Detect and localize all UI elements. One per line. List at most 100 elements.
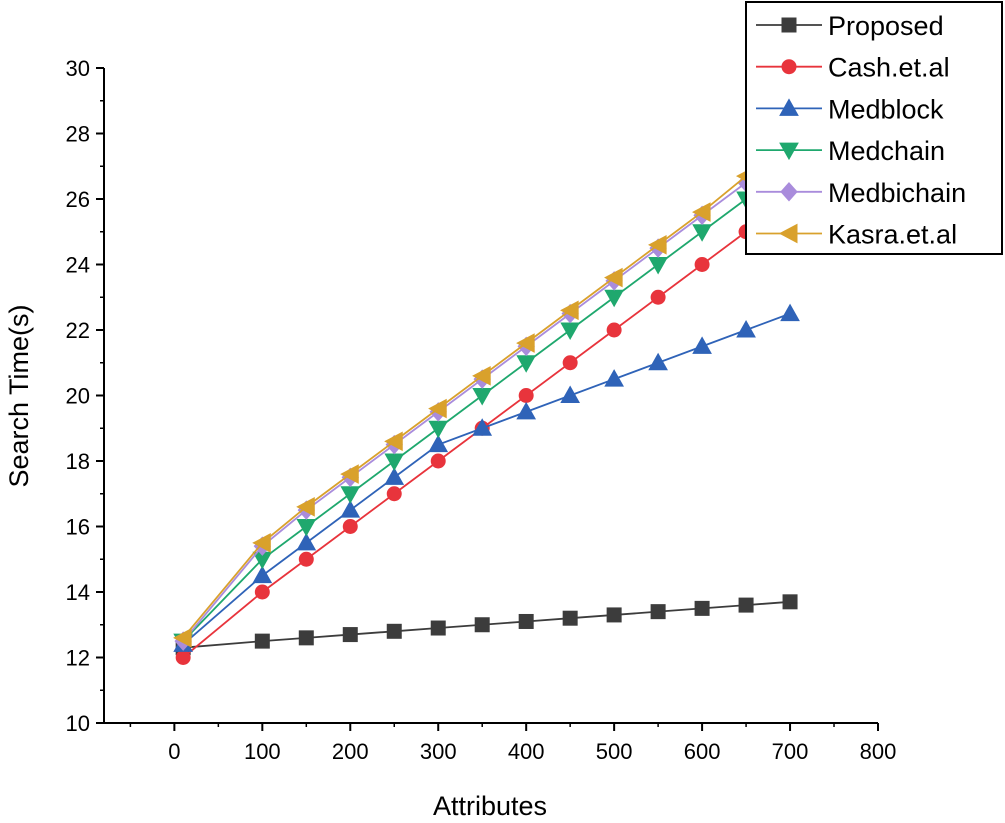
series-line	[182, 165, 791, 642]
x-tick-label: 200	[332, 739, 369, 764]
data-point	[694, 257, 710, 272]
legend-item: Medchain	[756, 136, 945, 166]
data-point	[516, 401, 537, 420]
x-tick-label: 0	[168, 739, 180, 764]
y-tick-label: 28	[66, 122, 90, 147]
x-tick-label: 500	[596, 739, 633, 764]
data-point	[518, 613, 534, 629]
data-point	[430, 620, 446, 636]
data-point	[384, 467, 405, 485]
data-point	[472, 388, 493, 406]
data-point	[516, 333, 535, 353]
data-point	[254, 584, 270, 600]
y-axis-title: Search Time(s)	[4, 304, 34, 487]
legend-label: Cash.et.al	[828, 53, 950, 83]
y-tick-label: 12	[66, 646, 90, 671]
data-point	[298, 630, 314, 646]
legend-item: Medblock	[756, 94, 944, 124]
data-point	[384, 431, 403, 452]
data-point	[472, 366, 491, 386]
data-point	[296, 519, 317, 537]
data-point	[386, 486, 402, 502]
data-point	[648, 257, 668, 275]
data-point	[604, 289, 624, 308]
series-layer	[173, 133, 800, 665]
data-point	[342, 519, 358, 534]
data-point	[648, 352, 668, 371]
data-point	[780, 303, 800, 322]
data-point	[606, 607, 622, 623]
x-tick-label: 800	[860, 739, 897, 764]
data-point	[604, 369, 624, 387]
legend-swatch-marker	[778, 223, 798, 244]
data-point	[736, 319, 756, 338]
legend-swatch-marker	[781, 59, 797, 75]
data-point	[782, 594, 798, 610]
data-point	[560, 385, 581, 403]
legend-swatch-marker	[779, 98, 799, 116]
data-point	[428, 398, 447, 419]
data-point	[692, 224, 712, 242]
legend-item: Medbichain	[756, 178, 966, 208]
data-point	[175, 650, 191, 665]
data-point	[386, 623, 402, 639]
legend-label: Medblock	[828, 94, 944, 124]
y-tick-label: 24	[66, 253, 90, 278]
x-tick-label: 600	[684, 739, 721, 764]
series-line	[182, 312, 791, 646]
data-point	[296, 532, 317, 551]
data-point	[694, 600, 710, 616]
series-line	[182, 198, 791, 659]
legend-label: Kasra.et.al	[828, 220, 957, 250]
data-point	[340, 464, 359, 484]
y-tick-label: 16	[66, 515, 90, 540]
data-point	[472, 418, 493, 436]
x-tick-label: 400	[508, 739, 545, 764]
y-tick-label: 26	[66, 187, 90, 212]
y-tick-label: 10	[66, 711, 90, 736]
data-point	[254, 633, 270, 649]
legend-item: Proposed	[756, 11, 944, 41]
y-tick-label: 22	[66, 318, 90, 343]
legend-swatch-marker	[781, 17, 797, 33]
data-point	[430, 453, 446, 469]
data-point	[384, 453, 405, 472]
data-point	[562, 355, 578, 371]
x-tick-label: 700	[772, 739, 809, 764]
data-point	[560, 300, 579, 321]
data-point	[252, 533, 271, 553]
series-proposed	[175, 594, 798, 656]
legend-item: Kasra.et.al	[756, 220, 957, 250]
data-point	[428, 434, 449, 453]
y-tick-label: 14	[66, 580, 90, 605]
legend-swatch-marker	[779, 142, 799, 161]
y-tick-label: 18	[66, 449, 90, 474]
x-tick-label: 100	[244, 739, 281, 764]
data-point	[173, 628, 192, 648]
data-point	[518, 388, 534, 403]
data-point	[428, 420, 449, 439]
y-tick-label: 30	[66, 56, 90, 81]
data-point	[474, 617, 490, 633]
data-point	[692, 202, 711, 222]
data-point	[516, 355, 537, 373]
data-point	[648, 235, 667, 255]
data-point	[606, 322, 622, 338]
data-point	[692, 336, 712, 354]
series-medblock	[173, 303, 800, 652]
data-point	[650, 604, 666, 620]
data-point	[340, 486, 361, 504]
legend: Proposed Cash.et.al Medblock Medchain Medbic…	[745, 1, 1003, 255]
data-point	[340, 500, 361, 518]
legend-box	[745, 1, 1003, 255]
data-point	[604, 267, 623, 288]
data-point	[296, 497, 315, 517]
data-point	[738, 597, 754, 613]
legend-item: Cash.et.al	[756, 53, 950, 83]
y-tick-label: 20	[66, 384, 90, 409]
data-point	[298, 551, 314, 567]
legend-label: Medchain	[828, 136, 945, 166]
data-point	[342, 627, 358, 643]
